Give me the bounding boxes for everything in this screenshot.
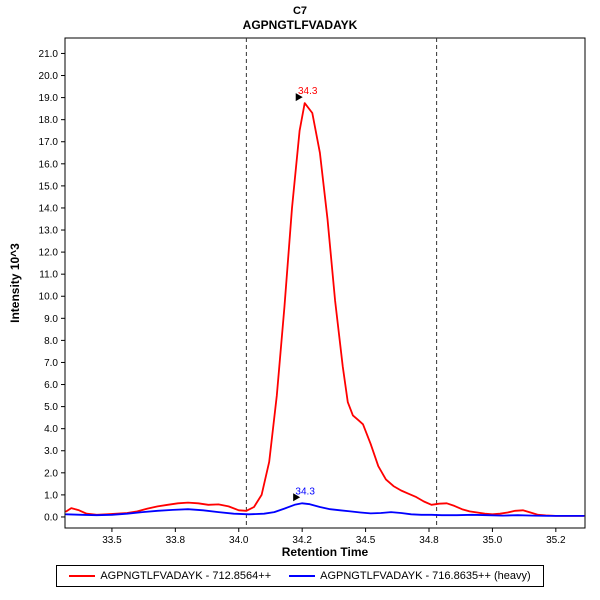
legend: AGPNGTLFVADAYK - 712.8564++ AGPNGTLFVADA…: [0, 565, 600, 587]
legend-label-light: AGPNGTLFVADAYK - 712.8564++: [100, 570, 272, 582]
y-tick-label: 21.0: [39, 49, 59, 60]
y-tick-label: 14.0: [39, 203, 59, 214]
y-tick-label: 11.0: [39, 270, 58, 281]
x-tick-label: 34.5: [356, 535, 376, 546]
y-tick-label: 5.0: [44, 402, 58, 413]
y-tick-label: 20.0: [39, 71, 59, 82]
legend-item-light: AGPNGTLFVADAYK - 712.8564++: [69, 570, 271, 582]
y-tick-label: 9.0: [44, 314, 58, 325]
peak-annotation-pointer-icon: [293, 493, 301, 502]
y-tick-label: 0.0: [44, 512, 58, 523]
y-tick-label: 19.0: [39, 93, 59, 104]
x-tick-label: 33.8: [166, 535, 186, 546]
peak-rt-annotation-light: 34.3: [298, 86, 318, 97]
y-tick-label: 8.0: [44, 336, 58, 347]
peak-annotation-pointer-icon: [295, 93, 303, 102]
x-tick-label: 33.5: [102, 535, 122, 546]
x-tick-label: 34.2: [292, 535, 312, 546]
y-tick-label: 13.0: [39, 226, 59, 237]
plot-frame: [64, 37, 586, 529]
y-tick-label: 17.0: [39, 137, 59, 148]
y-tick-label: 10.0: [39, 292, 59, 303]
y-tick-label: 2.0: [44, 468, 58, 479]
x-tick-label: 35.0: [483, 535, 503, 546]
y-tick-label: 18.0: [39, 115, 59, 126]
legend-item-heavy: AGPNGTLFVADAYK - 716.8635++ (heavy): [289, 570, 531, 582]
x-tick-label: 35.2: [546, 535, 566, 546]
y-tick-label: 1.0: [44, 490, 58, 501]
x-tick-label: 34.8: [419, 535, 439, 546]
series-line-heavy: [65, 502, 585, 517]
chart-subtitle: AGPNGTLFVADAYK: [242, 18, 358, 32]
series-line-light: [65, 102, 585, 517]
x-tick-label: 34.0: [229, 535, 249, 546]
legend-line-swatch-red: [69, 575, 96, 577]
legend-label-heavy: AGPNGTLFVADAYK - 716.8635++ (heavy): [320, 570, 531, 582]
legend-line-swatch-blue: [289, 575, 316, 577]
y-tick-label: 7.0: [44, 358, 58, 369]
y-tick-label: 16.0: [39, 159, 59, 170]
legend-box: AGPNGTLFVADAYK - 712.8564++ AGPNGTLFVADA…: [56, 565, 544, 587]
y-tick-label: 3.0: [44, 446, 58, 457]
y-tick-label: 4.0: [44, 424, 58, 435]
y-tick-label: 15.0: [39, 181, 59, 192]
plot-area[interactable]: 0.0 1.0 2.0 3.0 4.0 5.0 6.0 7.0 8.0 9.0 10.0 11.0 12…: [0, 0, 600, 560]
y-tick-label: 12.0: [39, 248, 59, 259]
x-axis-label: Retention Time: [281, 545, 369, 559]
peak-rt-annotation-heavy: 34.3: [295, 486, 315, 497]
y-tick-label: 6.0: [44, 380, 58, 391]
chart-title: C7: [292, 5, 308, 17]
